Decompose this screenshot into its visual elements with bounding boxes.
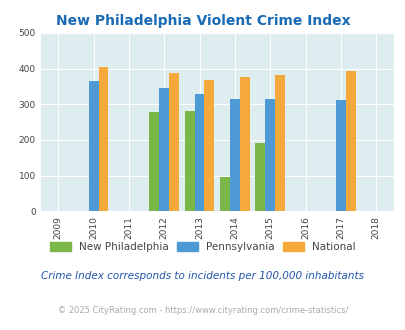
Text: New Philadelphia Violent Crime Index: New Philadelphia Violent Crime Index — [55, 15, 350, 28]
Text: Crime Index corresponds to incidents per 100,000 inhabitants: Crime Index corresponds to incidents per… — [41, 271, 364, 280]
Bar — [275, 75, 284, 211]
Bar — [204, 81, 214, 211]
Bar — [194, 94, 204, 211]
Bar — [239, 77, 249, 211]
Text: © 2025 CityRating.com - https://www.cityrating.com/crime-statistics/: © 2025 CityRating.com - https://www.city… — [58, 306, 347, 315]
Bar — [264, 99, 275, 211]
Bar — [220, 177, 229, 211]
Bar — [345, 71, 355, 211]
Bar — [255, 144, 264, 211]
Legend: New Philadelphia, Pennsylvania, National: New Philadelphia, Pennsylvania, National — [46, 238, 359, 256]
Bar — [98, 67, 108, 211]
Bar — [184, 111, 194, 211]
Bar — [149, 112, 159, 211]
Bar — [229, 99, 239, 211]
Bar — [335, 100, 345, 211]
Bar — [159, 87, 169, 211]
Bar — [169, 73, 179, 211]
Bar — [88, 81, 98, 211]
